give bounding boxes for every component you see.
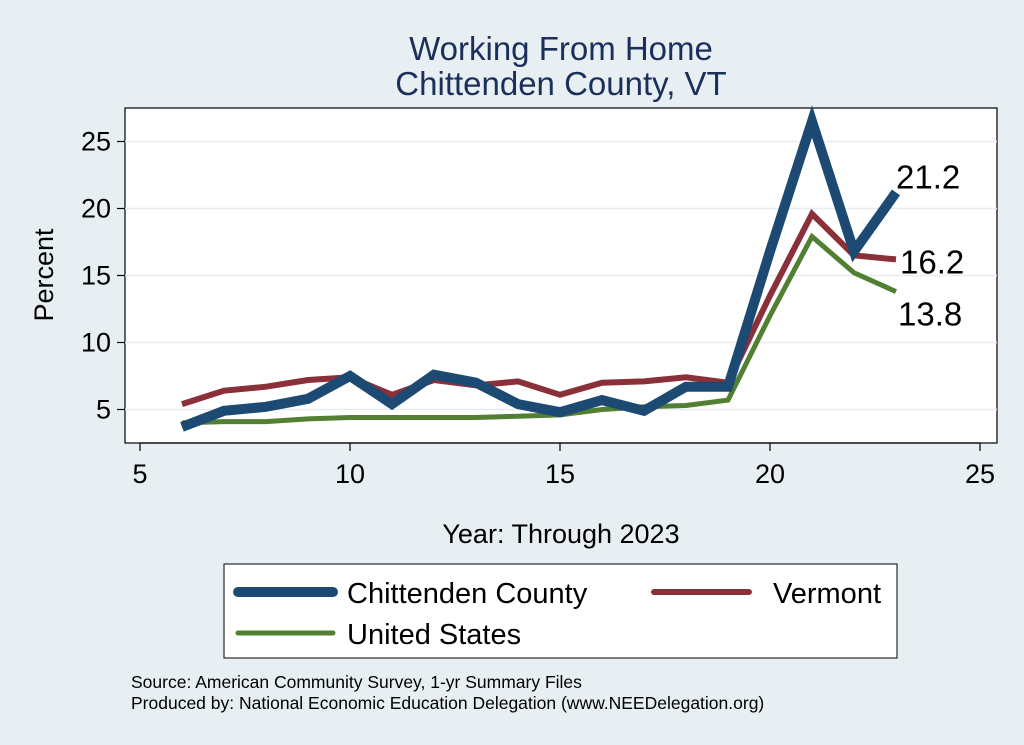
end-labels: 21.2 16.2 13.8 bbox=[896, 158, 964, 332]
producer-note: Produced by: National Economic Education… bbox=[131, 693, 764, 713]
source-note: Source: American Community Survey, 1-yr … bbox=[131, 672, 582, 692]
series-lines bbox=[180, 105, 901, 432]
chart-title-line-1: Working From Home bbox=[409, 30, 713, 67]
x-tick-label: 25 bbox=[965, 459, 995, 489]
x-tick-label: 15 bbox=[545, 459, 575, 489]
x-tick-label: 10 bbox=[335, 459, 365, 489]
legend-label-chittenden: Chittenden County bbox=[347, 578, 588, 610]
series-line-chittenden-county bbox=[180, 105, 901, 432]
axes: 5 10 15 20 25 5 10 15 20 25 bbox=[81, 127, 995, 490]
x-tick-label: 5 bbox=[132, 459, 147, 489]
y-tick-label: 5 bbox=[96, 395, 111, 425]
legend-box bbox=[223, 563, 898, 659]
gridlines bbox=[125, 140, 997, 411]
y-tick-label: 10 bbox=[81, 328, 111, 358]
legend-label-vermont: Vermont bbox=[773, 578, 881, 610]
legend: Chittenden County Vermont United States bbox=[223, 563, 898, 659]
y-tick-label: 20 bbox=[81, 194, 111, 224]
y-tick-label: 25 bbox=[81, 127, 111, 157]
x-axis-label: Year: Through 2023 bbox=[442, 519, 679, 549]
x-tick-label: 20 bbox=[755, 459, 785, 489]
end-label-chittenden-county: 21.2 bbox=[896, 158, 960, 195]
legend-label-united-states: United States bbox=[347, 619, 521, 651]
y-tick-label: 15 bbox=[81, 261, 111, 291]
end-label-united-states: 13.8 bbox=[898, 296, 962, 333]
chart-title-line-2: Chittenden County, VT bbox=[395, 65, 726, 102]
series-line-united-states bbox=[181, 232, 898, 426]
end-label-vermont: 16.2 bbox=[900, 243, 964, 280]
series-line-vermont bbox=[181, 208, 897, 407]
y-axis-label: Percent bbox=[29, 228, 59, 322]
